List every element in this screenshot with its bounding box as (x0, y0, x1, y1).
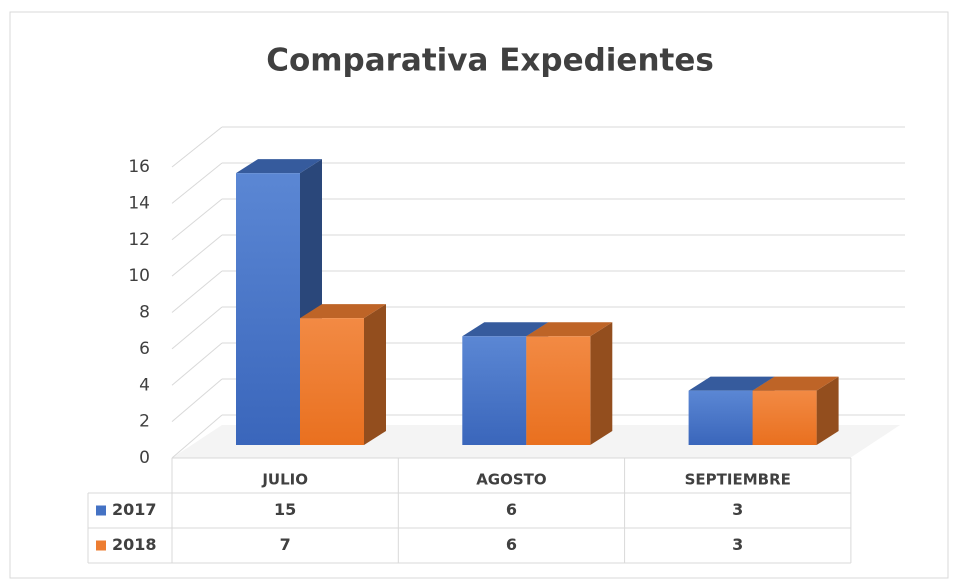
bar-top (526, 322, 613, 337)
table-value: 15 (274, 500, 296, 519)
x-tick-label: AGOSTO (476, 471, 546, 489)
table-value: 6 (506, 535, 517, 554)
table-value: 7 (280, 535, 291, 554)
chart-title: Comparativa Expedientes (266, 43, 714, 79)
x-tick-label: JULIO (261, 471, 308, 489)
bar-top (236, 159, 322, 174)
y-tick-label: 10 (128, 266, 150, 286)
y-tick-label: 2 (139, 412, 150, 432)
chart-border (9, 11, 949, 579)
legend-swatch (96, 540, 106, 551)
y-tick-label: 4 (139, 375, 150, 395)
y-tick-label: 6 (139, 339, 150, 359)
grid-line (171, 126, 223, 168)
y-tick-label: 8 (139, 303, 150, 323)
grid-line (171, 198, 223, 241)
y-tick-label: 16 (128, 157, 150, 177)
bar (688, 390, 753, 445)
grid-line (171, 162, 223, 204)
grid-line (171, 306, 223, 350)
x-tick-label: SEPTIEMBRE (685, 471, 791, 489)
bar (526, 336, 591, 445)
table-value: 6 (506, 500, 517, 519)
bar (300, 318, 364, 445)
legend-label: 2017 (112, 500, 157, 519)
grid-line (171, 414, 223, 459)
legend-label: 2018 (112, 535, 157, 554)
legend-swatch (96, 505, 106, 516)
bar (236, 173, 300, 445)
grid-line (171, 342, 223, 386)
y-tick-label: 12 (128, 230, 150, 250)
grid-line (171, 234, 223, 277)
grid-line (171, 270, 223, 313)
bar-side (590, 322, 613, 445)
y-tick-label: 0 (139, 448, 150, 468)
bar (462, 336, 527, 445)
bar-top (688, 376, 775, 391)
y-tick-label: 14 (128, 193, 150, 213)
table-value: 3 (732, 535, 743, 554)
bar-side (816, 376, 839, 445)
bar-top (300, 304, 386, 319)
bar-top (752, 376, 839, 391)
bar-top (462, 322, 549, 337)
bar-side (364, 304, 386, 445)
bar (752, 390, 817, 445)
table-value: 3 (732, 500, 743, 519)
grid-line (171, 378, 223, 423)
